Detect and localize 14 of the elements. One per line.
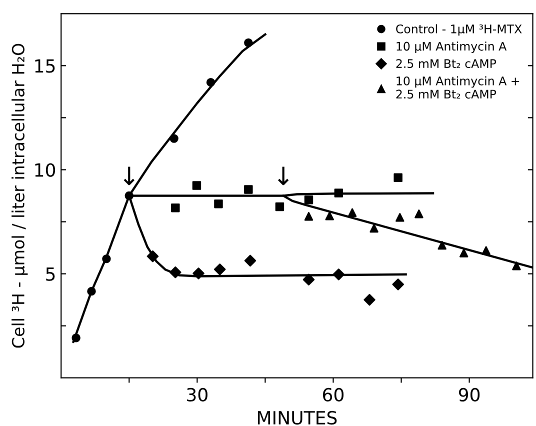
annotation: ↓ (124, 166, 134, 186)
legend-label: 10 µM Antimycin A + 2.5 mM Bt₂ cAMP (396, 76, 520, 99)
annotation: ↓ (278, 166, 289, 186)
legend-label: 2.5 mM Bt₂ cAMP (396, 59, 496, 68)
x-tick-label: 30 (187, 388, 208, 402)
legend-label: Control - 1µM ³H-MTX (396, 24, 522, 36)
x-axis-title: MINUTES (258, 410, 337, 425)
x-tick-label: 90 (458, 388, 480, 402)
y-tick-label: 5 (46, 267, 55, 281)
legend-label: 10 µM Antimycin A (396, 42, 507, 54)
x-tick-label: 60 (323, 388, 344, 402)
y-tick-label: 10 (35, 163, 56, 177)
y-tick-label: 15 (35, 59, 55, 73)
y-axis-title: Cell ³H - µmol / liter intracellular H₂O (12, 44, 28, 348)
